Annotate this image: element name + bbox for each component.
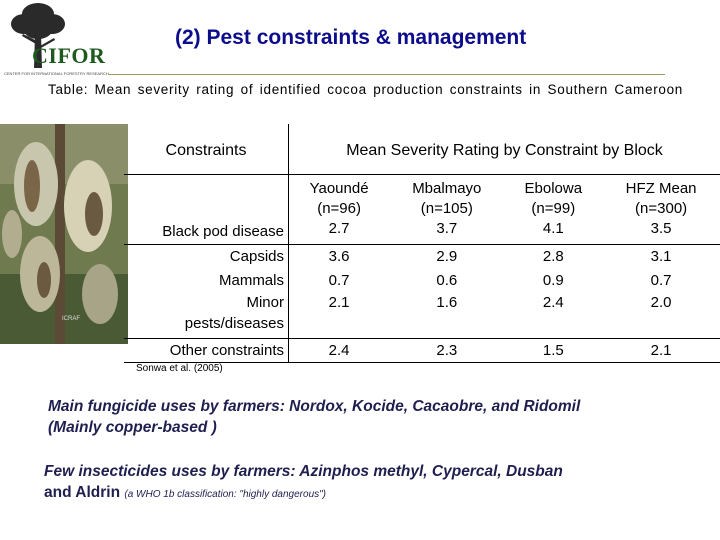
column-header-yaounde: Yaoundé (n=96) 2.7 bbox=[288, 174, 390, 245]
table-cell: 0.7 bbox=[288, 268, 390, 292]
table-cell: 3.1 bbox=[650, 247, 672, 265]
table-row: Capsids 3.6 2.9 2.8 3.1 bbox=[124, 244, 720, 268]
table-cell: 2.1 bbox=[602, 337, 720, 363]
column-n: (n=300) bbox=[635, 200, 688, 217]
title-divider bbox=[108, 74, 665, 75]
tree-icon bbox=[11, 3, 65, 68]
table-row: Other constraints 2.4 2.3 1.5 2.1 bbox=[124, 337, 720, 363]
fungicide-line: (Mainly copper-based ) bbox=[48, 419, 217, 436]
fungicide-note: Main fungicide uses by farmers: Nordox, … bbox=[48, 396, 580, 438]
photo-watermark: ICRAF bbox=[62, 316, 80, 322]
header-constraints: Constraints bbox=[124, 124, 289, 175]
header-mean-severity: Mean Severity Rating by Constraint by Bl… bbox=[288, 124, 720, 175]
table-cell: 2.4 bbox=[288, 337, 390, 363]
table-cell: 1.5 bbox=[504, 337, 603, 363]
table-cell: 2.7 bbox=[328, 220, 350, 237]
table-cell: 0.9 bbox=[542, 271, 564, 289]
who-classification-note: (a WHO 1b classification: "highly danger… bbox=[124, 489, 327, 500]
table-cell: 2.3 bbox=[389, 337, 505, 363]
table-cell: 2.1 bbox=[288, 292, 390, 338]
cifor-logo: CIFOR CENTER FOR INTERNATIONAL FORESTRY … bbox=[2, 0, 109, 80]
slide-title: (2) Pest constraints & management bbox=[175, 26, 527, 49]
column-name: Mbalmayo bbox=[412, 180, 482, 197]
insecticide-line: Few insecticides uses by farmers: Azinph… bbox=[44, 463, 563, 480]
table-cell: 0.6 bbox=[436, 271, 458, 289]
column-header-ebolowa: Ebolowa (n=99) 4.1 bbox=[504, 174, 603, 245]
column-n: (n=105) bbox=[420, 200, 473, 217]
table-cell: 2.8 bbox=[542, 247, 564, 265]
row-label-mammals: Mammals bbox=[218, 271, 284, 289]
column-name: Ebolowa bbox=[524, 180, 583, 197]
column-name: HFZ Mean bbox=[625, 180, 697, 197]
column-header-mbalmayo: Mbalmayo (n=105) 3.7 bbox=[389, 174, 505, 245]
table-cell: 1.6 bbox=[436, 294, 458, 311]
row-label-line: pests/diseases bbox=[184, 315, 284, 332]
table-cell: 3.7 bbox=[436, 220, 458, 237]
row-label-black-pod: Black pod disease bbox=[124, 174, 289, 245]
logo-text: CIFOR bbox=[32, 43, 106, 68]
insecticide-note: Few insecticides uses by farmers: Azinph… bbox=[44, 461, 563, 505]
column-name: Yaoundé bbox=[309, 180, 369, 197]
cocoa-pods-photo: ICRAF bbox=[0, 124, 128, 344]
table-cell: 2.4 bbox=[542, 294, 564, 311]
insecticide-line-2: and Aldrin (a WHO 1b classification: "hi… bbox=[44, 482, 563, 505]
source-citation: Sonwa et al. (2005) bbox=[136, 363, 223, 374]
column-header-hfz-mean: HFZ Mean (n=300) 3.5 bbox=[602, 174, 720, 245]
table-cell: 2.0 bbox=[650, 294, 672, 311]
insecticide-line: and Aldrin bbox=[44, 484, 121, 501]
logo-subtitle: CENTER FOR INTERNATIONAL FORESTRY RESEAR… bbox=[4, 71, 109, 76]
fungicide-line: Main fungicide uses by farmers: Nordox, … bbox=[48, 398, 581, 415]
table-row: Minor pests/diseases 2.1 1.6 2.4 2.0 bbox=[124, 292, 720, 338]
row-label-minor-pests: Minor pests/diseases bbox=[124, 292, 289, 338]
table-caption: Table: Mean severity rating of identifie… bbox=[48, 82, 684, 97]
table-cell: 3.6 bbox=[288, 244, 390, 268]
table-cell: 2.9 bbox=[436, 247, 458, 265]
severity-table: Constraints Mean Severity Rating by Cons… bbox=[124, 124, 720, 363]
table-cell: 4.1 bbox=[542, 220, 564, 237]
column-n: (n=96) bbox=[317, 200, 361, 217]
row-label-line: Minor bbox=[246, 294, 284, 311]
row-label-capsids: Capsids bbox=[229, 247, 284, 265]
table-cell: 0.7 bbox=[650, 271, 672, 289]
table-row: Mammals 0.7 0.6 0.9 0.7 bbox=[124, 268, 720, 292]
table-cell: 3.5 bbox=[650, 220, 672, 237]
column-n: (n=99) bbox=[531, 200, 576, 217]
row-label-other: Other constraints bbox=[124, 337, 289, 363]
